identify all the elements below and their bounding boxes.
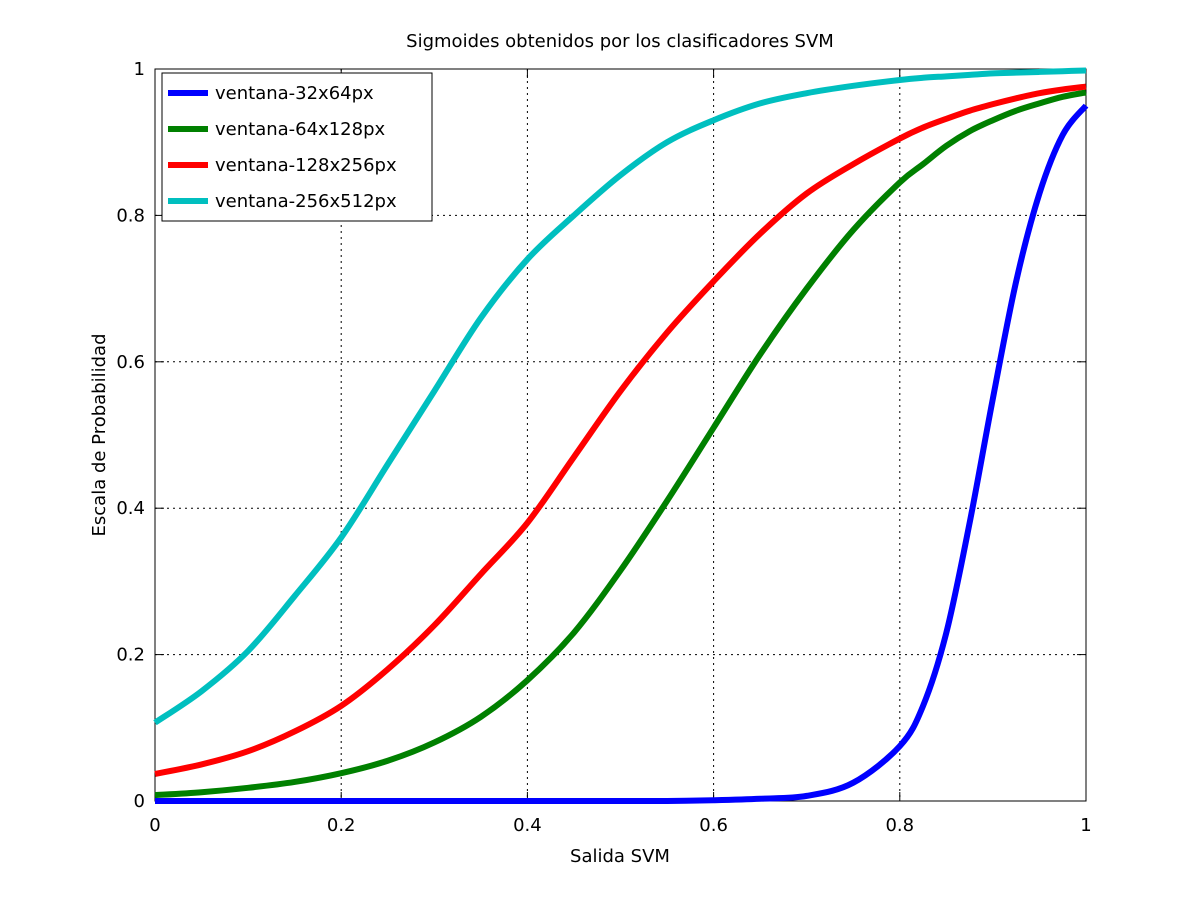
legend-label-3: ventana-128x256px bbox=[215, 155, 397, 176]
x-tick-label: 0.6 bbox=[699, 815, 728, 836]
legend: ventana-32x64px ventana-64x128px ventana-1… bbox=[161, 72, 433, 222]
chart-title: Sigmoides obtenidos por los clasificador… bbox=[406, 31, 834, 52]
legend-label-1: ventana-32x64px bbox=[215, 83, 374, 104]
y-tick-label: 0.6 bbox=[116, 352, 145, 373]
x-tick-label: 0.2 bbox=[327, 815, 356, 836]
x-tick-label: 0 bbox=[149, 815, 160, 836]
axis-ticks: 0 0.2 0.4 0.6 0.8 1 0 0.2 0.4 0.6 0.8 1 bbox=[116, 59, 1091, 836]
x-tick-label: 0.4 bbox=[513, 815, 542, 836]
y-axis-label: Escala de Probabilidad bbox=[89, 334, 110, 537]
x-tick-label: 1 bbox=[1080, 815, 1091, 836]
x-axis-label: Salida SVM bbox=[570, 846, 670, 867]
series-line-3 bbox=[154, 83, 1087, 777]
legend-box bbox=[161, 72, 433, 222]
y-tick-label: 0.8 bbox=[116, 205, 145, 226]
series-line-4 bbox=[153, 67, 1087, 726]
y-tick-label: 1 bbox=[134, 59, 145, 80]
legend-label-4: ventana-256x512px bbox=[215, 191, 397, 212]
series-line-2 bbox=[154, 89, 1087, 799]
y-tick-label: 0.2 bbox=[116, 645, 145, 666]
legend-label-2: ventana-64x128px bbox=[215, 119, 385, 140]
x-tick-label: 0.8 bbox=[885, 815, 914, 836]
series-lines bbox=[153, 67, 1089, 805]
y-tick-label: 0 bbox=[134, 791, 145, 812]
series-line-1 bbox=[154, 103, 1089, 805]
y-tick-label: 0.4 bbox=[116, 498, 145, 519]
